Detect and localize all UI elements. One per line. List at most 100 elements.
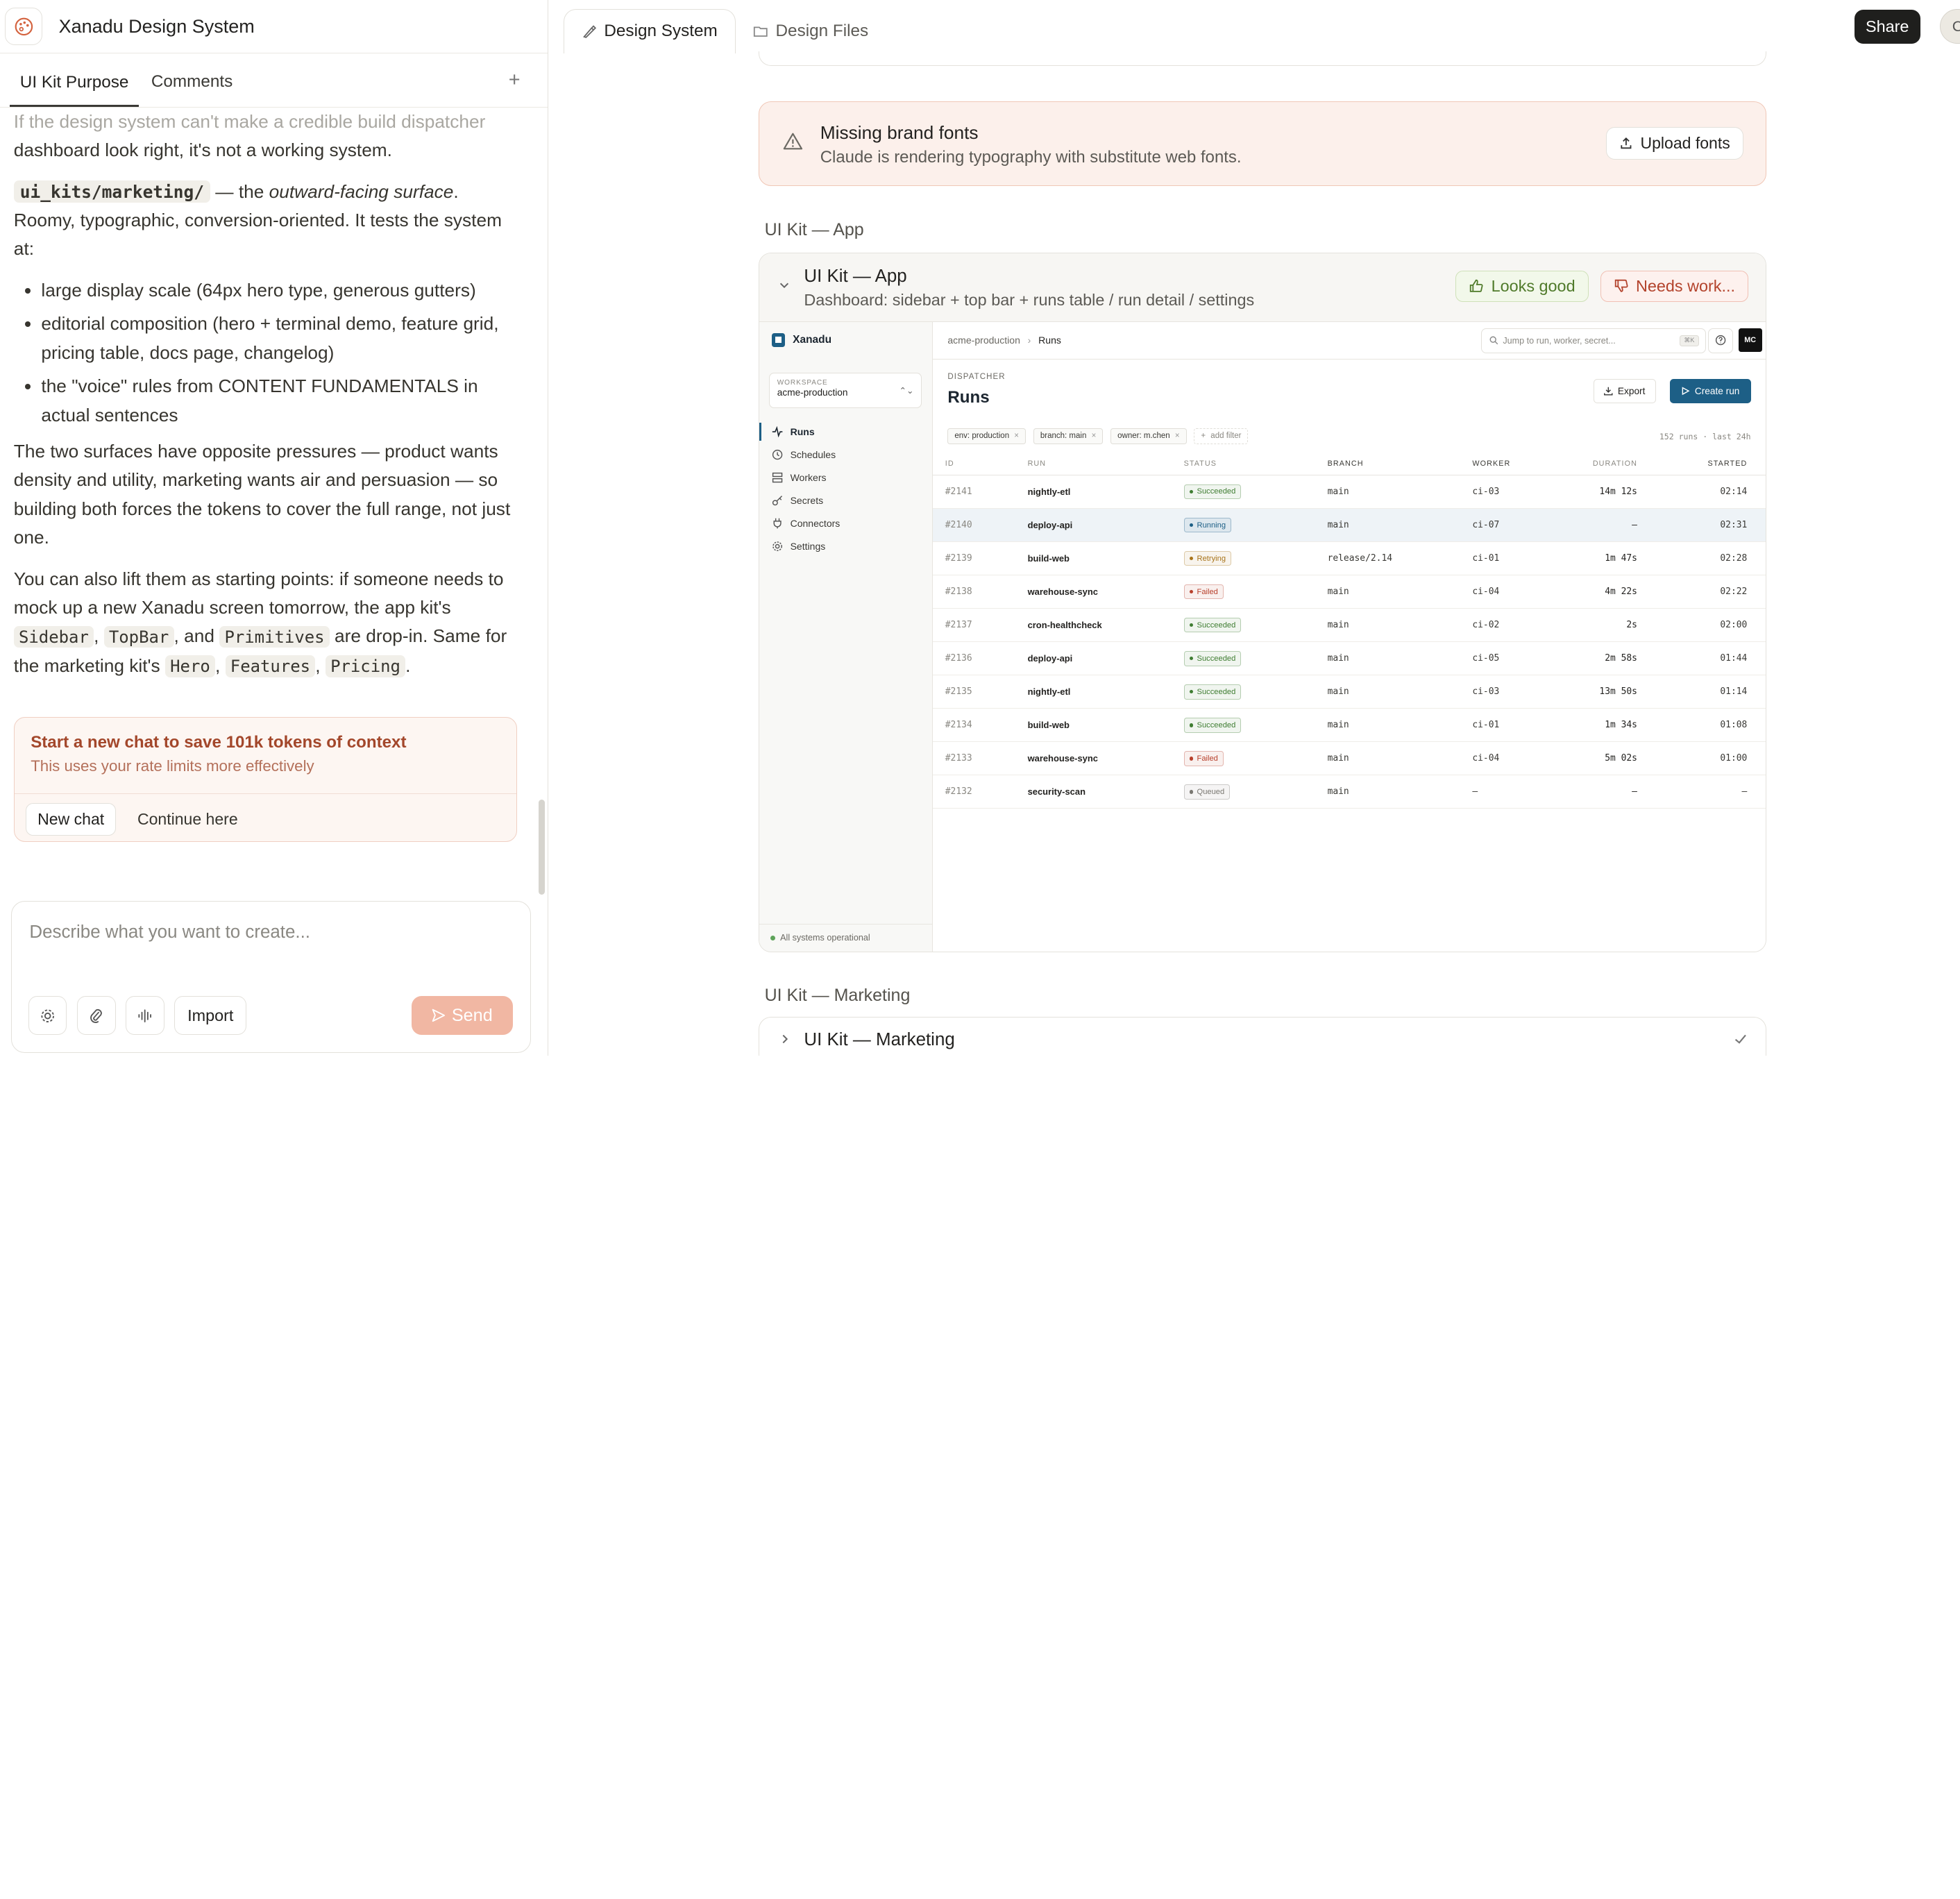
table-row[interactable]: #2139 build-web Retrying release/2.14 ci-01 1… bbox=[932, 542, 1766, 576]
create-run-button[interactable]: Create run bbox=[1669, 379, 1751, 403]
section-label-marketing: UI Kit — Marketing bbox=[764, 986, 911, 1006]
help-icon[interactable] bbox=[1708, 328, 1734, 353]
user-avatar[interactable]: C bbox=[1940, 8, 1960, 44]
chat-transcript[interactable]: If the design system can't make a credib… bbox=[0, 108, 540, 897]
cell-duration: 1m 47s bbox=[1605, 553, 1637, 564]
column-header[interactable]: STARTED bbox=[1707, 459, 1748, 469]
tab-design-system[interactable]: Design System bbox=[563, 8, 736, 54]
column-header[interactable]: RUN bbox=[1027, 459, 1047, 469]
cell-worker: ci-01 bbox=[1472, 553, 1500, 564]
table-row[interactable]: #2141 nightly-etl Succeeded main ci-03 14m 12… bbox=[932, 475, 1766, 509]
cell-duration: 2s bbox=[1626, 620, 1637, 631]
status-badge: Succeeded bbox=[1183, 617, 1242, 633]
sidebar-item-connectors[interactable]: Connectors bbox=[759, 512, 932, 534]
needs-work-button[interactable]: Needs work... bbox=[1600, 270, 1748, 302]
palette-icon[interactable] bbox=[5, 8, 43, 46]
user-avatar-mini[interactable]: MC bbox=[1738, 328, 1762, 352]
thumbs-up-icon bbox=[1470, 280, 1483, 293]
cell-run: nightly-etl bbox=[1027, 486, 1071, 497]
table-row[interactable]: #2135 nightly-etl Succeeded main ci-03 13m 50… bbox=[932, 675, 1766, 709]
import-button[interactable]: Import bbox=[174, 996, 247, 1036]
cell-worker: ci-07 bbox=[1472, 520, 1500, 531]
text: You can also lift them as starting point… bbox=[13, 568, 504, 618]
breadcrumb-workspace[interactable]: acme-production bbox=[947, 335, 1020, 346]
close-icon[interactable]: × bbox=[1014, 432, 1020, 441]
table-row[interactable]: #2137 cron-healthcheck Succeeded main ci-02 2… bbox=[932, 609, 1766, 643]
table-row[interactable]: #2140 deploy-api Running main ci-07 — 02:31 bbox=[932, 509, 1766, 543]
column-header[interactable]: WORKER bbox=[1472, 459, 1511, 469]
sidebar-item-schedules[interactable]: Schedules bbox=[759, 444, 932, 466]
column-header[interactable]: DURATION bbox=[1592, 459, 1637, 469]
inline-code: Pricing bbox=[325, 655, 406, 677]
table-row[interactable]: #2136 deploy-api Succeeded main ci-05 2m 58s 0… bbox=[932, 642, 1766, 676]
table-row[interactable]: #2138 warehouse-sync Failed main ci-04 4m 22s… bbox=[932, 575, 1766, 609]
continue-here-button[interactable]: Continue here bbox=[137, 809, 238, 828]
cell-duration: 14m 12s bbox=[1599, 486, 1637, 497]
faded-line: If the design system can't make a credib… bbox=[13, 110, 486, 132]
close-icon[interactable]: × bbox=[1091, 432, 1097, 441]
cell-run: build-web bbox=[1027, 720, 1070, 731]
workspace-value: acme-production bbox=[777, 387, 848, 398]
paperclip-icon[interactable] bbox=[76, 996, 116, 1036]
filter-chip[interactable]: env: production × bbox=[947, 428, 1027, 444]
table-row[interactable]: #2133 warehouse-sync Failed main ci-04 5m 02s… bbox=[932, 742, 1766, 776]
cell-id: #2134 bbox=[945, 720, 972, 731]
settings-icon[interactable] bbox=[28, 996, 67, 1036]
cell-worker: ci-04 bbox=[1472, 586, 1500, 598]
ui-kit-marketing-card[interactable]: UI Kit — Marketing bbox=[758, 1017, 1767, 1056]
cell-started: 01:14 bbox=[1720, 686, 1748, 698]
column-header[interactable]: STATUS bbox=[1183, 459, 1217, 469]
app-root: Xanadu Design System UI Kit Purpose Comm… bbox=[0, 0, 1960, 1056]
chevron-down-icon[interactable] bbox=[778, 279, 791, 292]
text: are drop-in. Same for the marketing kit'… bbox=[13, 625, 507, 676]
search-placeholder: Jump to run, worker, secret... bbox=[1503, 335, 1616, 346]
tab-ui-kit-purpose[interactable]: UI Kit Purpose bbox=[10, 73, 139, 107]
send-button[interactable]: Send bbox=[412, 996, 513, 1036]
looks-good-button[interactable]: Looks good bbox=[1455, 270, 1589, 302]
sidebar-item-workers[interactable]: Workers bbox=[759, 466, 932, 489]
runs-table: ID RUN STATUS BRANCH WORKER DURATION STA… bbox=[932, 453, 1766, 809]
close-icon[interactable]: × bbox=[1174, 432, 1180, 441]
add-tab-icon[interactable]: + bbox=[508, 68, 521, 91]
chat-paragraph: If the design system can't make a credib… bbox=[14, 108, 525, 165]
composer-tools: Import bbox=[28, 996, 247, 1036]
export-button[interactable]: Export bbox=[1593, 379, 1656, 403]
column-header[interactable]: ID bbox=[945, 459, 954, 469]
design-canvas[interactable]: Missing brand fonts Claude is rendering … bbox=[548, 51, 1960, 1056]
cell-duration: 1m 34s bbox=[1605, 720, 1637, 731]
filter-chip[interactable]: owner: m.chen × bbox=[1110, 428, 1187, 444]
filter-chip[interactable]: branch: main × bbox=[1033, 428, 1104, 444]
prompt-input[interactable]: Describe what you want to create... bbox=[29, 922, 310, 943]
mini-nav: Runs Schedules Workers bbox=[759, 421, 932, 558]
status-badge: Failed bbox=[1183, 584, 1224, 600]
cell-duration: 4m 22s bbox=[1605, 586, 1637, 598]
button-label: Looks good bbox=[1491, 276, 1575, 295]
context-card-body: Start a new chat to save 101k tokens of … bbox=[14, 718, 517, 794]
audio-waveform-icon[interactable] bbox=[125, 996, 164, 1036]
page-eyebrow: DISPATCHER bbox=[947, 373, 1006, 382]
chip-label: owner: m.chen bbox=[1117, 432, 1170, 441]
chat-scrollbar[interactable] bbox=[538, 800, 545, 895]
cell-status: Succeeded bbox=[1183, 617, 1328, 633]
tab-comments[interactable]: Comments bbox=[151, 72, 233, 92]
table-row[interactable]: #2134 build-web Succeeded main ci-01 1m 34s 01… bbox=[932, 709, 1766, 743]
inline-code: ui_kits/marketing/ bbox=[13, 180, 210, 203]
cell-id: #2140 bbox=[945, 520, 972, 531]
upload-fonts-button[interactable]: Upload fonts bbox=[1605, 126, 1743, 160]
sidebar-item-runs[interactable]: Runs bbox=[759, 421, 932, 444]
table-row[interactable]: #2132 security-scan Queued main — — — bbox=[932, 775, 1766, 809]
workspace-switcher[interactable]: WORKSPACE acme-production ⌃⌄ bbox=[768, 373, 922, 408]
new-chat-button[interactable]: New chat bbox=[25, 802, 117, 836]
chevron-right-icon[interactable] bbox=[779, 1033, 791, 1045]
sidebar-item-secrets[interactable]: Secrets bbox=[759, 489, 932, 512]
sidebar-item-settings[interactable]: Settings bbox=[759, 534, 932, 557]
add-filter-button[interactable]: + add filter bbox=[1194, 428, 1249, 444]
share-button[interactable]: Share bbox=[1854, 10, 1920, 44]
context-limit-card: Start a new chat to save 101k tokens of … bbox=[13, 717, 518, 843]
cell-started: 01:00 bbox=[1720, 753, 1748, 764]
card-header[interactable]: UI Kit — App Dashboard: sidebar + top ba… bbox=[759, 253, 1766, 322]
jump-search-input[interactable]: Jump to run, worker, secret... ⌘K bbox=[1480, 328, 1706, 353]
cell-branch: main bbox=[1327, 753, 1349, 764]
tab-design-files[interactable]: Design Files bbox=[736, 9, 886, 54]
column-header[interactable]: BRANCH bbox=[1327, 459, 1364, 469]
